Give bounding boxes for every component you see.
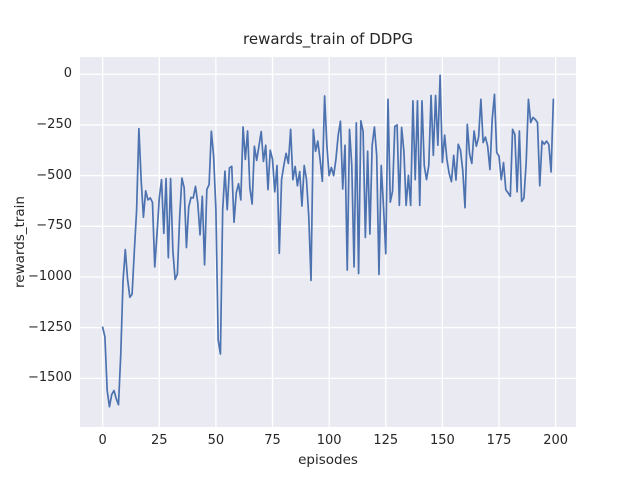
x-tick-label: 100 — [316, 433, 342, 448]
y-tick-label: −250 — [36, 116, 72, 132]
y-tick-label: 0 — [63, 66, 72, 82]
x-tick-label: 125 — [373, 433, 399, 448]
plot-area — [80, 57, 576, 427]
x-tick-label: 150 — [429, 433, 455, 448]
x-tick-label: 0 — [98, 433, 107, 448]
y-tick-label: −750 — [36, 218, 72, 234]
y-tick-label: −1250 — [28, 319, 72, 335]
series-line — [101, 74, 555, 408]
x-tick-label: 175 — [486, 433, 512, 448]
chart-title: rewards_train of DDPG — [243, 30, 413, 48]
x-axis-label: episodes — [298, 452, 358, 468]
y-tick-label: −1000 — [28, 268, 72, 284]
y-tick-label: −1500 — [28, 370, 72, 386]
x-tick-label: 75 — [264, 433, 281, 448]
x-tick-label: 25 — [150, 433, 168, 448]
y-tick-label: −500 — [36, 167, 72, 183]
line-plot-svg — [80, 57, 576, 427]
x-tick-label: 200 — [543, 433, 569, 448]
y-axis-label: rewards_train — [12, 196, 28, 288]
x-tick-label: 50 — [207, 433, 225, 448]
